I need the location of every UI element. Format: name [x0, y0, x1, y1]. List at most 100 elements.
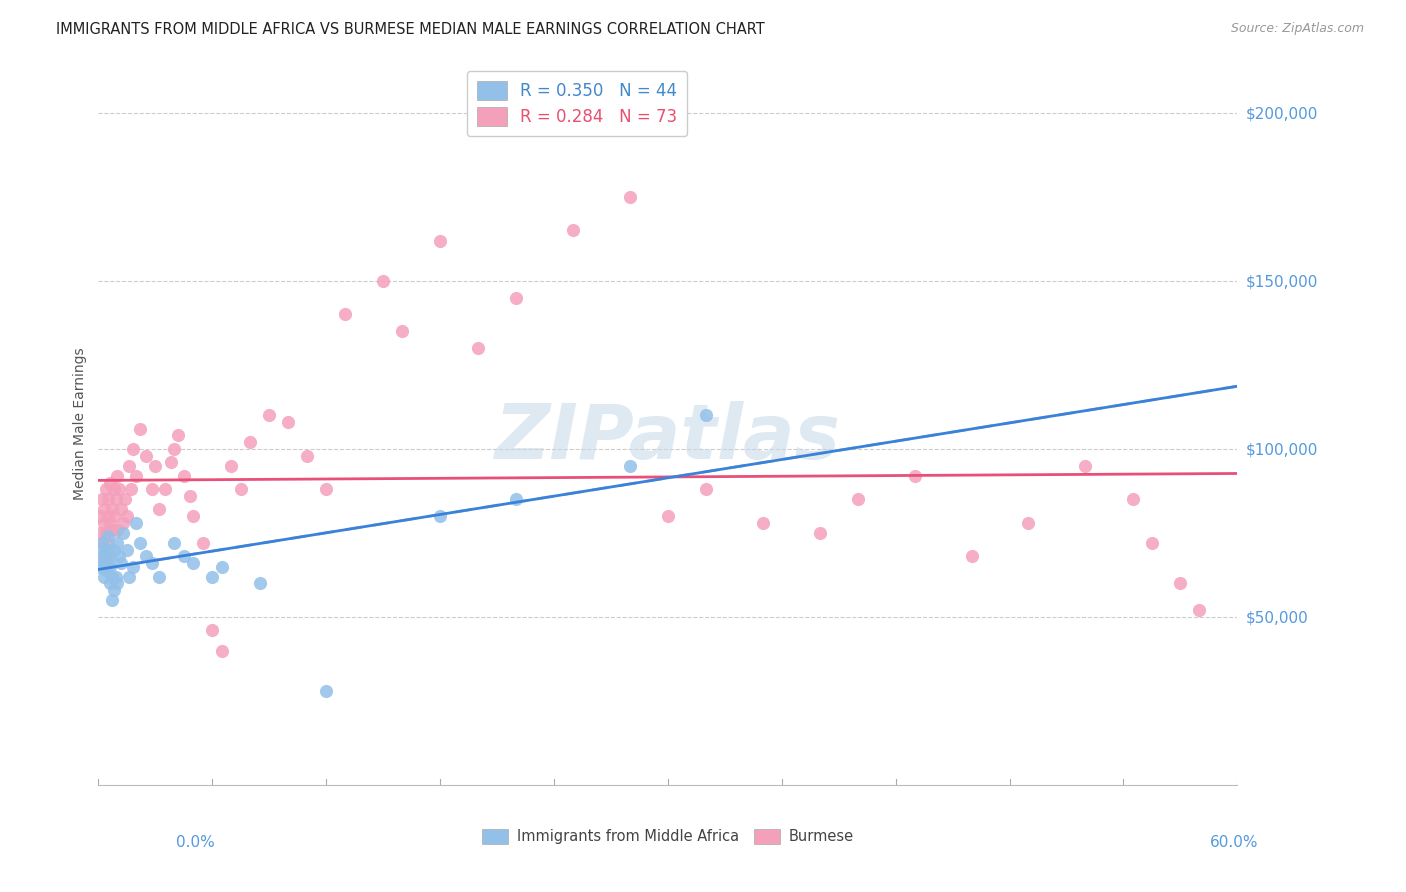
Point: [94, 559, 117, 574]
Point: [97, 529, 120, 543]
Point: [107, 468, 129, 483]
Point: [1122, 492, 1144, 507]
Point: [108, 482, 131, 496]
Point: [167, 428, 190, 442]
Point: [107, 523, 129, 537]
Point: [98, 516, 121, 530]
Point: [104, 492, 127, 507]
Text: 60.0%: 60.0%: [1211, 836, 1258, 850]
Point: [808, 525, 831, 540]
Point: [211, 643, 233, 657]
Point: [259, 409, 281, 423]
Point: [112, 516, 135, 530]
Point: [107, 576, 129, 591]
Point: [108, 549, 131, 564]
Point: [221, 458, 243, 473]
Point: [1074, 458, 1097, 473]
Point: [89, 509, 111, 524]
Point: [110, 502, 132, 516]
Point: [100, 502, 122, 516]
Point: [429, 509, 451, 524]
Point: [277, 415, 299, 429]
Point: [97, 536, 120, 550]
Point: [97, 542, 120, 557]
Point: [107, 536, 129, 550]
Point: [846, 492, 869, 507]
Point: [125, 516, 148, 530]
Point: [129, 536, 152, 550]
Point: [93, 516, 115, 530]
Point: [115, 509, 138, 524]
Point: [201, 569, 224, 583]
Point: [179, 489, 201, 503]
Legend: Immigrants from Middle Africa, Burmese: Immigrants from Middle Africa, Burmese: [477, 822, 859, 850]
Point: [505, 291, 527, 305]
Y-axis label: Median Male Earnings: Median Male Earnings: [73, 347, 87, 500]
Point: [249, 576, 271, 591]
Point: [173, 549, 195, 564]
Point: [91, 492, 114, 507]
Point: [163, 536, 186, 550]
Point: [183, 509, 205, 524]
Point: [93, 502, 115, 516]
Point: [960, 549, 983, 564]
Point: [135, 549, 157, 564]
Point: [120, 482, 142, 496]
Point: [752, 516, 775, 530]
Point: [1188, 603, 1211, 617]
Point: [94, 482, 117, 496]
Point: [125, 468, 148, 483]
Point: [391, 324, 413, 338]
Point: [695, 409, 717, 423]
Point: [211, 559, 233, 574]
Point: [315, 684, 337, 698]
Point: [98, 549, 121, 564]
Point: [148, 502, 170, 516]
Point: [103, 509, 125, 524]
Point: [97, 492, 120, 507]
Point: [100, 593, 122, 607]
Point: [904, 468, 927, 483]
Point: [657, 509, 679, 524]
Point: [112, 525, 135, 540]
Point: [93, 556, 115, 570]
Point: [118, 569, 141, 583]
Point: [115, 542, 138, 557]
Point: [141, 482, 163, 496]
Point: [467, 341, 489, 355]
Point: [239, 435, 262, 450]
Point: [562, 223, 585, 237]
Point: [1170, 576, 1192, 591]
Point: [505, 492, 527, 507]
Point: [104, 569, 127, 583]
Point: [695, 482, 717, 496]
Point: [201, 624, 224, 638]
Point: [229, 482, 252, 496]
Point: [97, 509, 120, 524]
Point: [93, 569, 115, 583]
Point: [91, 536, 114, 550]
Point: [129, 422, 152, 436]
Point: [103, 542, 125, 557]
Point: [94, 549, 117, 564]
Text: IMMIGRANTS FROM MIDDLE AFRICA VS BURMESE MEDIAN MALE EARNINGS CORRELATION CHART: IMMIGRANTS FROM MIDDLE AFRICA VS BURMESE…: [56, 22, 765, 37]
Point: [619, 190, 641, 204]
Point: [103, 582, 125, 597]
Point: [110, 556, 132, 570]
Point: [100, 523, 122, 537]
Point: [135, 449, 157, 463]
Point: [163, 442, 186, 456]
Point: [98, 475, 121, 490]
Point: [121, 559, 143, 574]
Point: [91, 549, 114, 564]
Point: [114, 492, 136, 507]
Point: [94, 563, 117, 577]
Text: Source: ZipAtlas.com: Source: ZipAtlas.com: [1230, 22, 1364, 36]
Point: [371, 274, 394, 288]
Point: [97, 556, 120, 570]
Point: [429, 234, 451, 248]
Point: [89, 525, 111, 540]
Point: [145, 458, 167, 473]
Point: [619, 458, 641, 473]
Point: [121, 442, 143, 456]
